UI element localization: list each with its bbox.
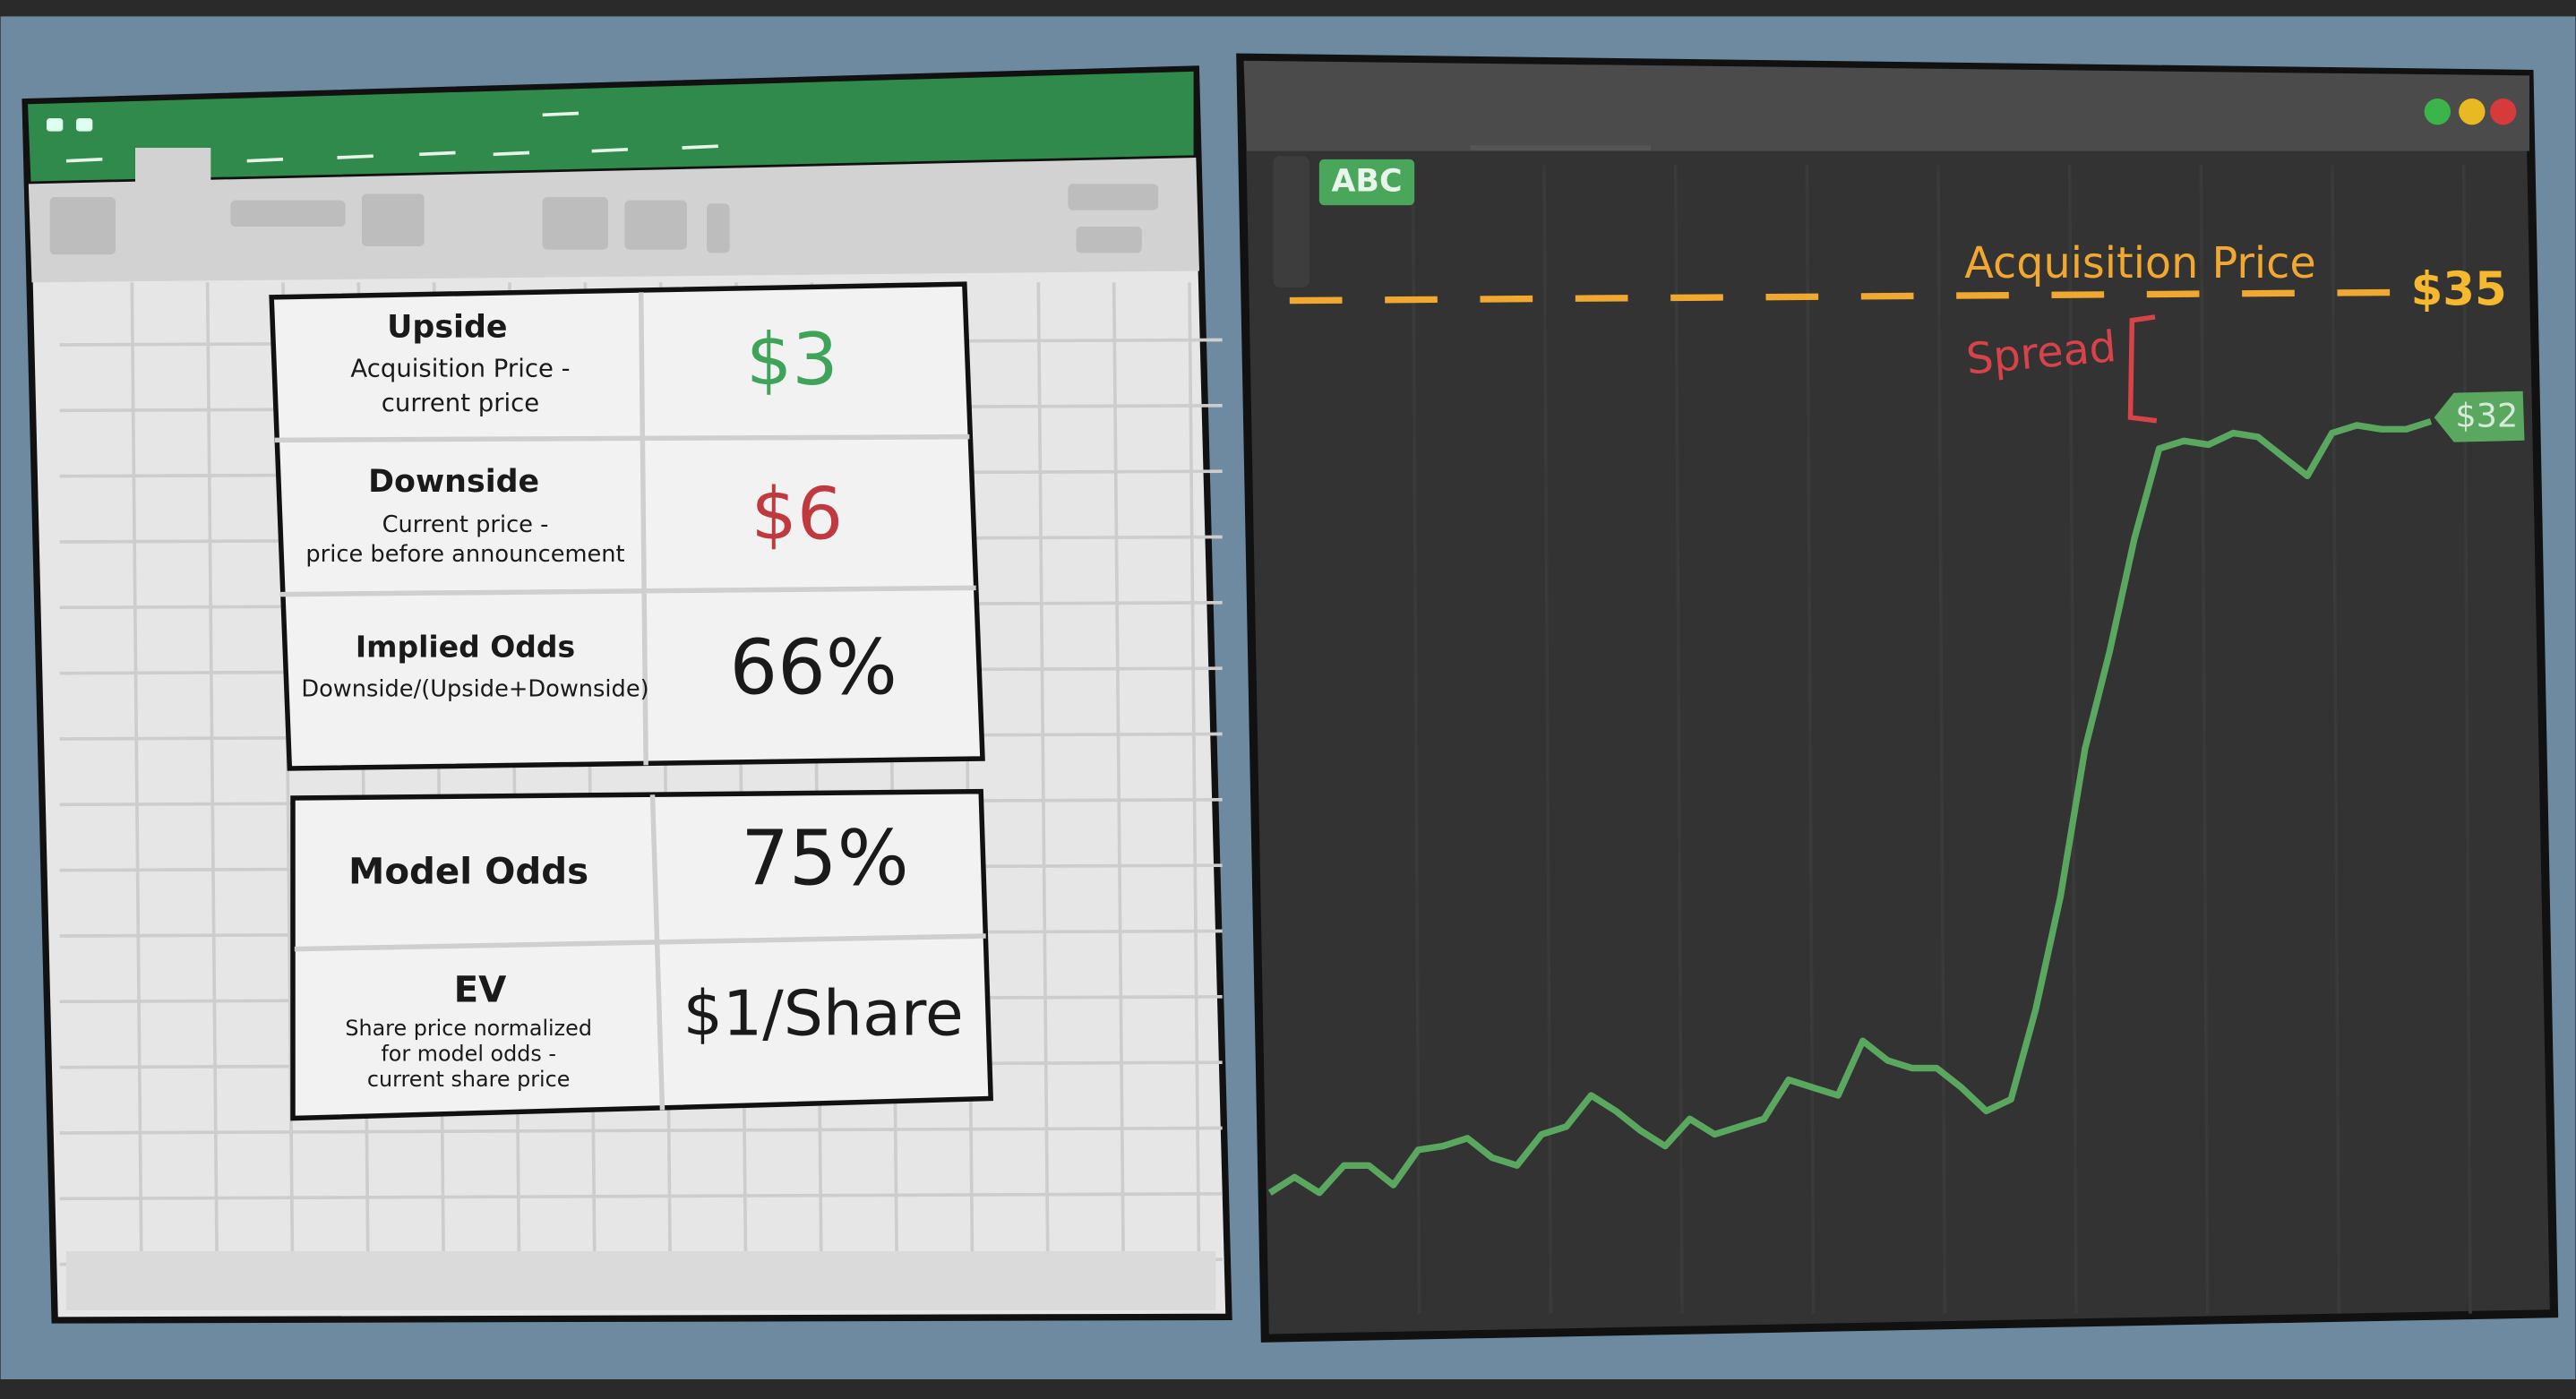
row-label: Upside	[387, 310, 507, 346]
chart-grid	[1673, 164, 1684, 1314]
row-value: $6	[751, 472, 844, 556]
sheet-column-line	[1188, 282, 1201, 1308]
chart-grid	[1936, 164, 1947, 1314]
row-label: Model Odds	[348, 850, 588, 892]
chart-grid	[2461, 164, 2472, 1314]
chart-grid	[1542, 164, 1553, 1314]
toolbar-button	[230, 200, 346, 227]
ribbon-label	[65, 158, 103, 163]
chart-grid	[1805, 164, 1816, 1314]
spread-bracket	[2127, 314, 2158, 424]
sheet-column-line	[130, 282, 144, 1308]
spreadsheet-toolbar	[28, 158, 1199, 283]
ribbon-label	[542, 111, 580, 117]
ribbon-label	[419, 150, 456, 157]
table-frame	[290, 788, 994, 1121]
toolbar-button	[1068, 184, 1159, 210]
table-divider	[638, 292, 648, 766]
toolbar-button	[1076, 227, 1142, 253]
sheet-column-line	[1112, 282, 1126, 1308]
row-description: price before announcement	[305, 541, 624, 568]
row-description: current share price	[367, 1067, 570, 1092]
chart-grid	[2331, 164, 2341, 1314]
ticker-tag	[1318, 159, 1415, 206]
table-divider	[294, 933, 986, 952]
toolbar-button	[362, 193, 425, 246]
sheet-column-line	[205, 282, 219, 1308]
chart-grid	[1411, 164, 1421, 1314]
chart-grid	[2067, 164, 2078, 1314]
row-description: Downside/(Upside+Downside)	[301, 676, 648, 703]
ribbon-label	[591, 148, 629, 153]
sheet-column-line	[1036, 282, 1051, 1308]
row-description: Current price -	[382, 511, 549, 538]
table-frame	[269, 281, 985, 771]
row-description: Share price normalized	[345, 1016, 592, 1041]
chart-sidebar	[1273, 156, 1309, 288]
active-tab	[135, 148, 211, 185]
row-label: EV	[454, 968, 508, 1010]
toolbar-button	[624, 200, 687, 250]
row-value: $3	[746, 318, 838, 402]
row-description: for model odds -	[381, 1041, 556, 1066]
sheet-row-line	[59, 1126, 1223, 1135]
ribbon-label	[337, 154, 374, 159]
window-button	[2490, 99, 2517, 125]
window-button	[2459, 99, 2486, 125]
ribbon-label	[682, 144, 718, 150]
toolbar-button	[707, 203, 730, 253]
row-description: Acquisition Price -	[350, 355, 570, 383]
toolbar-button	[542, 197, 608, 250]
table-divider	[274, 433, 970, 443]
toolbar-button	[49, 197, 116, 255]
price-line	[1267, 417, 2433, 1197]
table-divider	[649, 794, 665, 1111]
ribbon-label	[246, 158, 284, 163]
ribbon-icon	[47, 118, 64, 132]
last-price-label: $32	[2455, 397, 2518, 435]
chart-window	[1236, 53, 2559, 1343]
chart-titlebar	[1243, 60, 2529, 151]
ribbon-label	[493, 150, 530, 157]
ribbon-icon	[76, 118, 93, 132]
row-value: 75%	[741, 814, 908, 902]
chart-grid	[2199, 164, 2210, 1314]
row-value: 66%	[729, 624, 897, 712]
acquisition-price: $35	[2411, 262, 2507, 316]
ticker: ABC	[1331, 164, 1402, 200]
sheet-row-line	[59, 1192, 1223, 1201]
row-label: Implied Odds	[356, 630, 575, 665]
acquisition-label: Acquisition Price	[1964, 239, 2315, 288]
sheet-footer	[66, 1251, 1216, 1310]
last-price-tag	[2434, 391, 2525, 442]
window-button	[2424, 99, 2451, 125]
row-label: Downside	[368, 464, 539, 500]
row-description: current price	[382, 389, 539, 417]
table-divider	[279, 585, 976, 597]
row-value: $1/Share	[683, 978, 964, 1051]
